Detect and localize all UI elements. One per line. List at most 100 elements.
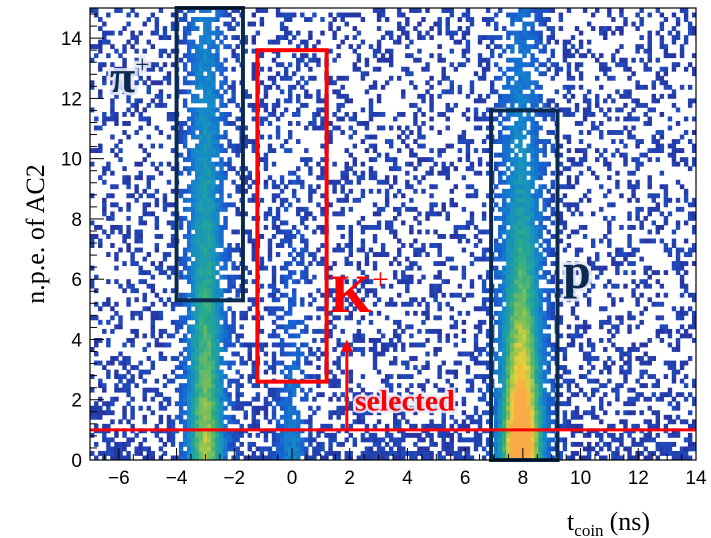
heatmap-cell — [312, 374, 317, 380]
heatmap-cell — [178, 337, 184, 343]
heatmap-cell — [215, 401, 220, 407]
heatmap-cell — [526, 297, 531, 303]
heatmap-cell — [518, 202, 523, 208]
heatmap-cell — [207, 202, 212, 208]
heatmap-cell — [332, 392, 337, 398]
heatmap-cell — [166, 243, 172, 248]
heatmap-cell — [417, 301, 422, 307]
heatmap-cell — [126, 84, 131, 90]
heatmap-cell — [191, 62, 196, 68]
heatmap-cell — [514, 351, 519, 357]
heatmap-cell — [518, 374, 523, 380]
heatmap-cell — [227, 166, 232, 172]
heatmap-cell — [308, 292, 313, 298]
heatmap-cell — [118, 446, 123, 452]
heatmap-cell — [514, 143, 519, 149]
heatmap-cell — [393, 423, 398, 429]
heatmap-cell — [207, 369, 212, 375]
heatmap-cell — [275, 184, 281, 190]
heatmap-cell — [126, 297, 131, 303]
heatmap-cell — [530, 369, 535, 375]
heatmap-cell — [534, 152, 539, 158]
heatmap-cell — [199, 365, 204, 370]
heatmap-cell — [191, 315, 196, 321]
heatmap-cell — [227, 392, 232, 398]
heatmap-cell — [332, 89, 337, 95]
heatmap-cell — [348, 432, 353, 438]
heatmap-cell — [388, 297, 394, 303]
heatmap-cell — [102, 437, 107, 443]
heatmap-cell — [239, 423, 244, 429]
heatmap-cell — [223, 130, 228, 135]
heatmap-cell — [518, 455, 523, 460]
heatmap-cell — [166, 432, 172, 438]
heatmap-cell — [219, 392, 224, 398]
heatmap-cell — [279, 220, 285, 226]
heatmap-cell — [199, 53, 204, 59]
heatmap-cell — [247, 297, 252, 303]
heatmap-cell — [219, 369, 224, 375]
heatmap-cell — [316, 184, 321, 190]
heatmap-cell — [251, 66, 257, 72]
heatmap-cell — [437, 247, 442, 253]
heatmap-cell — [457, 224, 463, 230]
heatmap-cell — [368, 44, 374, 50]
heatmap-cell — [195, 175, 200, 181]
heatmap-cell — [510, 337, 515, 343]
heatmap-cell — [186, 243, 192, 248]
heatmap-cell — [538, 220, 543, 226]
heatmap-cell — [409, 39, 414, 45]
heatmap-cell — [530, 279, 535, 285]
heatmap-cell — [316, 432, 321, 438]
heatmap-cell — [283, 441, 289, 447]
heatmap-cell — [182, 80, 188, 86]
heatmap-cell — [243, 89, 248, 95]
heatmap-cell — [126, 234, 131, 239]
heatmap-cell — [538, 274, 543, 280]
heatmap-cell — [364, 410, 370, 416]
heatmap-cell — [150, 98, 156, 104]
heatmap-cell — [235, 206, 240, 212]
heatmap-cell — [376, 48, 382, 54]
heatmap-cell — [530, 405, 535, 411]
heatmap-cell — [384, 383, 390, 389]
heatmap-cell — [195, 414, 200, 420]
heatmap-cell — [336, 44, 341, 50]
heatmap-cell — [296, 206, 301, 212]
heatmap-cell — [437, 148, 442, 154]
heatmap-cell — [283, 383, 289, 389]
heatmap-cell — [376, 12, 382, 18]
heatmap-cell — [485, 333, 491, 339]
heatmap-cell — [186, 206, 192, 212]
heatmap-cell — [336, 89, 341, 95]
heatmap-cell — [300, 446, 305, 452]
heatmap-cell — [380, 450, 386, 456]
heatmap-cell — [534, 247, 539, 253]
heatmap-cell — [211, 292, 216, 298]
heatmap-cell — [247, 423, 252, 429]
heatmap-cell — [211, 170, 216, 176]
heatmap-cell — [227, 161, 232, 167]
heatmap-cell — [182, 98, 188, 104]
heatmap-cell — [433, 315, 438, 321]
heatmap-cell — [473, 306, 479, 312]
heatmap-cell — [481, 139, 487, 144]
heatmap-cell — [195, 179, 200, 185]
heatmap-cell — [526, 383, 531, 389]
heatmap-cell — [526, 360, 531, 366]
heatmap-cell — [106, 234, 111, 239]
heatmap-cell — [199, 134, 204, 140]
heatmap-cell — [514, 441, 519, 447]
heatmap-cell — [538, 161, 543, 167]
heatmap-cell — [312, 455, 317, 460]
heatmap-cell — [215, 301, 220, 307]
heatmap-cell — [211, 383, 216, 389]
heatmap-cell — [356, 66, 362, 72]
heatmap-cell — [542, 288, 547, 294]
heatmap-cell — [251, 39, 257, 45]
heatmap-cell — [219, 274, 224, 280]
heatmap-cell — [292, 71, 297, 77]
heatmap-cell — [211, 238, 216, 244]
heatmap-cell — [546, 378, 551, 384]
heatmap-cell — [409, 206, 414, 212]
